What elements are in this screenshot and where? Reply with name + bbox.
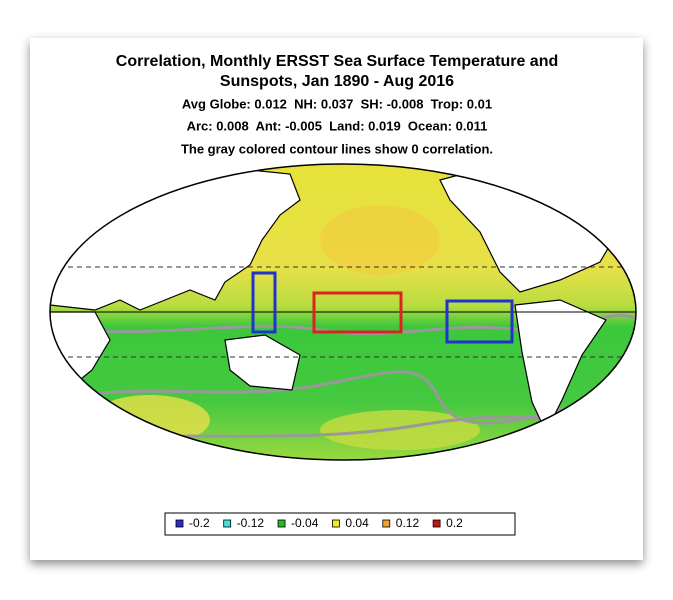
legend-label: -0.2 (189, 516, 210, 530)
legend-swatch (332, 519, 340, 528)
stats: Arc: 0.008 Ant: -0.005 Land: 0.019 Ocean… (187, 118, 488, 133)
legend-swatch (223, 519, 232, 528)
map (50, 164, 636, 460)
note: The gray colored contour lines show 0 co… (181, 141, 493, 156)
legend-box (164, 512, 516, 536)
legend-label: 0.04 (345, 516, 369, 530)
legend-label: -0.04 (291, 516, 319, 530)
map-outline (49, 163, 637, 461)
legend-swatch (382, 519, 391, 528)
legend-label: 0.12 (396, 516, 420, 530)
legend-swatch (432, 519, 441, 528)
legend-label: -0.12 (237, 516, 265, 530)
legend-swatch (175, 519, 184, 528)
title: Sunspots, Jan 1890 - Aug 2016 (220, 73, 454, 90)
legend-label: 0.2 (446, 516, 463, 530)
stats: Avg Globe: 0.012 NH: 0.037 SH: -0.008 Tr… (182, 96, 492, 111)
legend: -0.2 -0.12 -0.04 0.04 0.12 0.2 (175, 516, 463, 530)
legend-swatch (277, 519, 286, 528)
title: Correlation, Monthly ERSST Sea Surface T… (116, 53, 558, 70)
